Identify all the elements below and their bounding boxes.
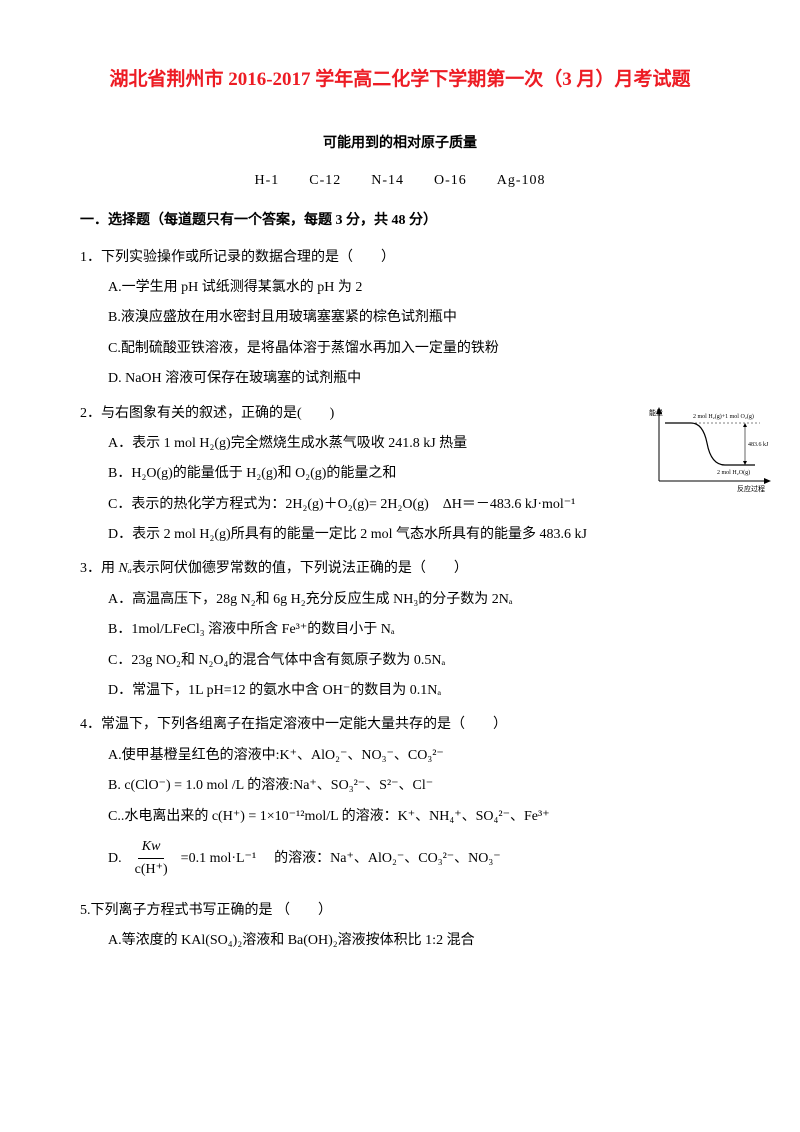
q4-d-prefix: D. — [108, 848, 122, 870]
q3-option-b: B．1mol/LFeCl₃ 溶液中所含 Fe³⁺的数目小于 Nₐ — [80, 619, 720, 641]
q3-stem-prefix: 3．用 — [80, 561, 119, 576]
q4-option-d: D. Kw c(H⁺) =0.1 mol·L⁻¹ 的溶液：Na⁺、AlO₂⁻、C… — [80, 836, 720, 882]
diagram-bottom-label: 2 mol H₂O(g) — [717, 469, 750, 476]
q4-d-equals: =0.1 mol·L⁻¹ — [181, 848, 256, 870]
q4-d-denominator: c(H⁺) — [131, 859, 172, 881]
section-1-header: 一．选择题（每道题只有一个答案，每题 3 分，共 48 分） — [80, 210, 720, 232]
energy-diagram: 能量 2 mol H₂(g)+1 mol O₂(g) 483.6 kJ 2 mo… — [645, 403, 775, 498]
q4-option-a: A.使甲基橙呈红色的溶液中:K⁺、AlO₂⁻、NO₃⁻、CO₃²⁻ — [80, 745, 720, 767]
exam-title: 湖北省荆州市 2016-2017 学年高二化学下学期第一次（3 月）月考试题 — [80, 65, 720, 95]
question-4: 4．常温下，下列各组离子在指定溶液中一定能大量共存的是（ ） A.使甲基橙呈红色… — [80, 714, 720, 881]
q1-stem: 1．下列实验操作或所记录的数据合理的是（ ） — [80, 247, 720, 269]
q1-option-c: C.配制硫酸亚铁溶液，是将晶体溶于蒸馏水再加入一定量的铁粉 — [80, 338, 720, 360]
q1-option-d: D. NaOH 溶液可保存在玻璃塞的试剂瓶中 — [80, 368, 720, 390]
q2-option-c: C．表示的热化学方程式为：2H₂(g)＋O₂(g)= 2H₂O(g) ΔH＝－4… — [80, 494, 720, 516]
q1-option-b: B.液溴应盛放在用水密封且用玻璃塞塞紧的棕色试剂瓶中 — [80, 307, 720, 329]
q5-stem: 5.下列离子方程式书写正确的是 （ ） — [80, 900, 720, 922]
question-1: 1．下列实验操作或所记录的数据合理的是（ ） A.一学生用 pH 试纸测得某氯水… — [80, 247, 720, 391]
q4-d-suffix: 的溶液：Na⁺、AlO₂⁻、CO₃²⁻、NO₃⁻ — [274, 848, 501, 870]
question-5: 5.下列离子方程式书写正确的是 （ ） A.等浓度的 KAl(SO₄)₂溶液和 … — [80, 900, 720, 953]
q2-option-a: A．表示 1 mol H₂(g)完全燃烧生成水蒸气吸收 241.8 kJ 热量 — [80, 433, 720, 455]
q4-option-c: C..水电离出来的 c(H⁺) = 1×10⁻¹²mol/L 的溶液：K⁺、NH… — [80, 806, 720, 828]
q3-option-c: C．23g NO₂和 N₂O₄的混合气体中含有氮原子数为 0.5Nₐ — [80, 650, 720, 672]
atomic-mass-values: H-1 C-12 N-14 O-16 Ag-108 — [80, 170, 720, 192]
question-2: 2．与右图象有关的叙述，正确的是( ) A．表示 1 mol H₂(g)完全燃烧… — [80, 403, 720, 547]
q3-stem-na: Nₐ — [119, 561, 132, 576]
q4-d-numerator: Kw — [138, 836, 165, 859]
question-3: 3．用 Nₐ表示阿伏伽德罗常数的值，下列说法正确的是（ ） A．高温高压下，28… — [80, 558, 720, 702]
q4-d-fraction: Kw c(H⁺) — [131, 836, 172, 882]
q5-option-a: A.等浓度的 KAl(SO₄)₂溶液和 Ba(OH)₂溶液按体积比 1:2 混合 — [80, 930, 720, 952]
q3-option-d: D．常温下，1L pH=12 的氨水中含 OH⁻的数目为 0.1Nₐ — [80, 680, 720, 702]
diagram-y-label: 能量 — [649, 408, 663, 417]
q2-option-d: D．表示 2 mol H₂(g)所具有的能量一定比 2 mol 气态水所具有的能… — [80, 524, 720, 546]
q3-stem-suffix: 表示阿伏伽德罗常数的值，下列说法正确的是（ ） — [132, 561, 468, 576]
q2-stem: 2．与右图象有关的叙述，正确的是( ) — [80, 403, 720, 425]
diagram-top-label: 2 mol H₂(g)+1 mol O₂(g) — [693, 413, 754, 420]
q1-option-a: A.一学生用 pH 试纸测得某氯水的 pH 为 2 — [80, 277, 720, 299]
q3-option-a: A．高温高压下，28g N₂和 6g H₂充分反应生成 NH₃的分子数为 2Nₐ — [80, 589, 720, 611]
q3-stem: 3．用 Nₐ表示阿伏伽德罗常数的值，下列说法正确的是（ ） — [80, 558, 720, 580]
q4-stem: 4．常温下，下列各组离子在指定溶液中一定能大量共存的是（ ） — [80, 714, 720, 736]
atomic-mass-header: 可能用到的相对原子质量 — [80, 133, 720, 155]
diagram-x-label: 反应过程 — [737, 484, 765, 493]
q2-option-b: B．H₂O(g)的能量低于 H₂(g)和 O₂(g)的能量之和 — [80, 463, 720, 485]
diagram-delta-label: 483.6 kJ — [748, 442, 769, 448]
q4-option-b: B. c(ClO⁻) = 1.0 mol /L 的溶液:Na⁺、SO₃²⁻、S²… — [80, 775, 720, 797]
